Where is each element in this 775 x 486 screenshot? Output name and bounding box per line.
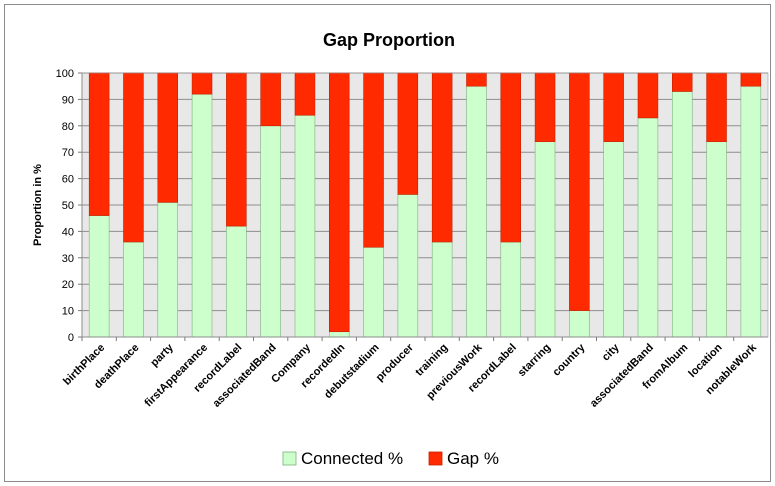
bar-connected bbox=[706, 141, 727, 338]
legend-label: Connected % bbox=[301, 449, 403, 468]
y-tick-label: 30 bbox=[62, 253, 74, 265]
y-tick-label: 70 bbox=[62, 147, 74, 159]
chart-title: Gap Proportion bbox=[323, 30, 455, 50]
legend-item: Connected % bbox=[282, 449, 403, 468]
bar-connected bbox=[397, 194, 419, 338]
bar-connected bbox=[672, 91, 693, 338]
bar-gap bbox=[637, 72, 659, 119]
bar-connected bbox=[603, 141, 624, 338]
bar-connected bbox=[740, 85, 762, 338]
bar-connected bbox=[534, 141, 556, 338]
x-tick-label: city bbox=[600, 341, 623, 364]
bar-gap bbox=[329, 72, 350, 333]
bar-gap bbox=[123, 72, 144, 243]
bar-gap bbox=[466, 72, 487, 87]
bar-gap bbox=[157, 72, 178, 203]
bar-connected bbox=[294, 114, 316, 338]
legend-item: Gap % bbox=[428, 449, 499, 468]
bar-gap bbox=[740, 72, 762, 87]
bars bbox=[88, 72, 762, 338]
bar-connected bbox=[431, 241, 453, 338]
bar-gap bbox=[191, 72, 213, 95]
legend-swatch bbox=[282, 451, 297, 466]
bar-connected bbox=[569, 310, 590, 338]
bar-connected bbox=[260, 125, 281, 338]
legend-label: Gap % bbox=[447, 449, 499, 468]
y-tick-label: 60 bbox=[62, 174, 74, 186]
bar-gap bbox=[226, 72, 247, 227]
x-tick-label: starring bbox=[516, 342, 553, 379]
y-tick-label: 20 bbox=[62, 279, 74, 291]
bar-connected bbox=[191, 93, 213, 338]
bar-gap bbox=[294, 72, 316, 116]
y-tick-label: 100 bbox=[56, 68, 74, 80]
y-tick-label: 50 bbox=[62, 200, 74, 212]
bar-gap bbox=[569, 72, 590, 311]
bar-connected bbox=[123, 241, 144, 338]
bar-connected bbox=[157, 202, 178, 338]
bar-gap bbox=[88, 72, 110, 216]
y-tick-label: 80 bbox=[62, 121, 74, 133]
bar-gap bbox=[706, 72, 727, 142]
bar-gap bbox=[500, 72, 521, 243]
y-axis-label: Proportion in % bbox=[32, 164, 44, 246]
x-tick-label: associatedBand bbox=[211, 342, 279, 410]
y-tick-label: 10 bbox=[62, 306, 74, 318]
bar-gap bbox=[534, 72, 556, 142]
legend-swatch bbox=[428, 451, 443, 466]
x-tick-label: firstAppearance bbox=[142, 342, 210, 410]
bar-gap bbox=[431, 72, 453, 243]
bar-gap bbox=[260, 72, 281, 127]
x-tick-label: country bbox=[550, 341, 588, 379]
y-tick-label: 40 bbox=[62, 226, 74, 238]
bar-connected bbox=[329, 331, 350, 338]
x-tick-label: party bbox=[148, 341, 176, 369]
x-tick-label: producer bbox=[374, 341, 417, 384]
y-tick-labels: 0 10 20 30 40 50 60 70 80 90 100 bbox=[56, 68, 82, 344]
bar-connected bbox=[637, 117, 659, 338]
x-tick-label: associatedBand bbox=[588, 342, 656, 410]
bar-gap bbox=[672, 72, 693, 92]
bar-connected bbox=[466, 85, 487, 338]
y-tick-label: 0 bbox=[68, 332, 74, 344]
y-tick-label: 90 bbox=[62, 94, 74, 106]
bar-connected bbox=[226, 225, 247, 338]
bar-gap bbox=[397, 72, 419, 195]
bar-connected bbox=[88, 215, 110, 338]
bar-gap bbox=[363, 72, 384, 248]
bar-connected bbox=[363, 246, 384, 338]
bar-gap bbox=[603, 72, 624, 142]
legend: Connected % Gap % bbox=[282, 449, 499, 468]
bar-connected bbox=[500, 241, 521, 338]
